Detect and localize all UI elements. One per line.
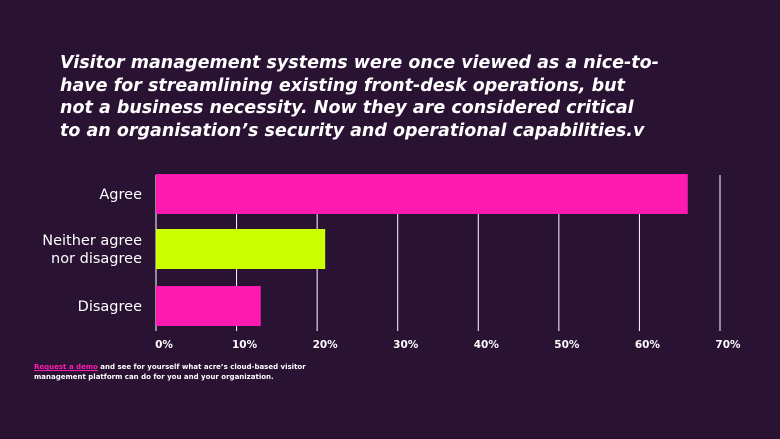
x-tick-label: 40% bbox=[474, 339, 500, 351]
category-label: Disagree bbox=[78, 299, 142, 315]
x-tick-labels: 0% 10% 20% 30% 40% 50% 60% 70% bbox=[155, 339, 741, 351]
x-tick-label: 50% bbox=[554, 339, 580, 351]
bars bbox=[156, 174, 688, 326]
category-label: Neither agree nor disagree bbox=[42, 233, 142, 267]
x-tick-label: 60% bbox=[635, 339, 661, 351]
bar-disagree bbox=[156, 286, 261, 326]
category-labels: Agree Neither agree nor disagree Disagree bbox=[42, 187, 142, 315]
bar-neither-agree-nor-disagree bbox=[156, 229, 326, 269]
x-tick-label: 10% bbox=[232, 339, 258, 351]
x-tick-label: 20% bbox=[313, 339, 339, 351]
bar-agree bbox=[156, 174, 688, 214]
x-tick-label: 70% bbox=[715, 339, 741, 351]
x-tick-label: 30% bbox=[393, 339, 419, 351]
chart-title: Visitor management systems were once vie… bbox=[60, 53, 659, 141]
category-label: Agree bbox=[99, 187, 142, 203]
footer-note: Request a demo and see for yourself what… bbox=[34, 362, 354, 382]
x-tick-label: 0% bbox=[155, 339, 173, 351]
request-demo-link[interactable]: Request a demo bbox=[34, 363, 98, 371]
footer-text: and see for yourself what acre’s cloud-b… bbox=[34, 363, 306, 381]
